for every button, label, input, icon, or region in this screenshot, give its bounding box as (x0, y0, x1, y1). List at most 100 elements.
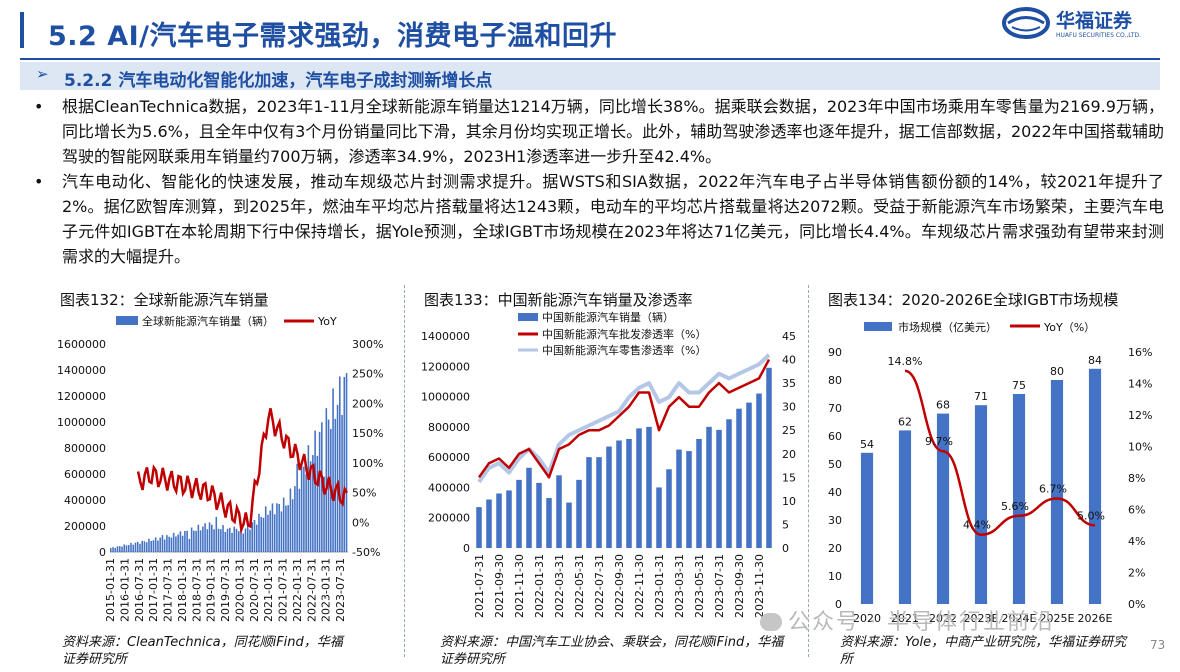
title-accent-bar (20, 12, 24, 48)
yoy-value-label: 5.0% (1077, 509, 1105, 522)
sales-bar (486, 499, 492, 548)
legend-label-retail: 中国新能源汽车零售渗透率（%） (542, 343, 706, 357)
sales-bar (296, 463, 298, 552)
sales-bar (646, 426, 652, 548)
sales-bar (253, 520, 256, 552)
sales-bar (264, 506, 267, 552)
sales-bar (161, 535, 164, 552)
x-tick: 2023-07-31 (334, 558, 347, 622)
y-tick-right: 50% (352, 487, 376, 500)
sales-bar (233, 526, 236, 552)
market-bar (974, 405, 988, 604)
sales-bar (260, 517, 263, 552)
sales-bar (287, 505, 289, 552)
y-tick-left: 400000 (64, 494, 106, 507)
sales-bar (576, 479, 582, 548)
yoy-line (136, 408, 348, 535)
sales-bar (526, 467, 532, 548)
sales-bar (118, 546, 121, 552)
sales-bar (121, 546, 123, 552)
sales-bar (269, 510, 271, 552)
y-tick-right: 8% (1128, 472, 1145, 485)
yoy-line (904, 369, 1096, 536)
section-title: 5.2.2 汽车电动化智能化加速，汽车电子成封测新增长点 (64, 71, 493, 91)
sales-bar (516, 479, 522, 548)
x-tick: 2019-01-31 (205, 558, 218, 622)
sales-bar (285, 505, 287, 552)
y-tick-left: 80 (828, 374, 842, 387)
y-tick-right: 20 (782, 448, 796, 461)
sales-bar (190, 527, 193, 552)
sales-bar (536, 482, 542, 548)
y-tick-right: 0% (352, 516, 369, 529)
bar-value-label: 54 (860, 438, 874, 451)
legend-label-yoy: YoY (317, 315, 337, 328)
figure-separator (404, 285, 405, 657)
sales-bar (127, 545, 130, 552)
legend-swatch-sales (518, 313, 538, 321)
sales-bar (341, 414, 343, 552)
sales-bar (278, 503, 280, 552)
wechat-icon (760, 613, 782, 631)
chart-global-nev-sales: 全球新能源汽车销量（辆） YoY 1600000 1400000 1200000 1000… (57, 314, 383, 622)
sales-bar (231, 532, 233, 552)
y-tick-right: 0% (1128, 598, 1145, 611)
y-tick-right: 250% (352, 368, 383, 381)
y-tick-right: 12% (1128, 409, 1152, 422)
x-tick: 2021-07-31 (473, 554, 486, 618)
y-tick-left: 1400000 (421, 330, 470, 343)
y-tick-right: 35 (782, 377, 796, 390)
sales-bar (249, 529, 251, 552)
y-tick-left: 200000 (428, 512, 470, 525)
sales-bar (556, 475, 562, 548)
sales-bar (566, 502, 572, 548)
sales-bar (215, 516, 218, 552)
sales-bar (318, 431, 321, 552)
sales-bar (325, 408, 328, 552)
sales-bar (343, 376, 346, 552)
retail-penetration-line (477, 353, 771, 484)
sales-bar (656, 487, 662, 548)
sales-bar (150, 541, 152, 552)
bar-value-label: 62 (898, 415, 912, 428)
bullet-text: 汽车电动化、智能化的快速发展，推动车规级芯片封测需求提升。据WSTS和SIA数据… (62, 172, 1164, 266)
watermark-text: 公众号 · 半导体行业前沿 (788, 610, 1055, 635)
y-tick-right: 6% (1128, 504, 1145, 517)
sales-bar (134, 542, 137, 552)
yoy-value-label: 6.7% (1039, 482, 1067, 495)
sales-bar (244, 528, 247, 552)
sales-bar (157, 540, 159, 552)
sales-bar (110, 548, 112, 552)
sales-bar (756, 393, 762, 548)
sales-bar (726, 419, 732, 548)
title-bar: 5.2 AI/汽车电子需求强劲，消费电子温和回升 华福证券 HUAFU SECU… (0, 0, 1180, 60)
sales-bar (332, 388, 334, 552)
y-tick-right: 30 (782, 401, 796, 414)
sales-bar (307, 445, 310, 552)
y-tick-right: 16% (1128, 346, 1152, 359)
sales-bar (226, 528, 229, 552)
sales-bar (136, 541, 139, 552)
legend-swatch-sales (116, 316, 138, 325)
y-tick-left: 60 (828, 430, 842, 443)
y-tick-right: 15 (782, 471, 796, 484)
sales-bar (132, 544, 135, 552)
y-tick-right: 4% (1128, 535, 1145, 548)
sales-bar (130, 542, 132, 552)
sales-bar (229, 527, 231, 552)
figure-132-source: 资料来源：CleanTechnica，同花顺iFind，华福证券研究所 (62, 635, 343, 667)
bullet-dot-icon: • (34, 172, 44, 191)
y-tick-left: 40 (828, 486, 842, 499)
x-tick: 2023-03-31 (673, 554, 686, 618)
y-tick-right: 10% (1128, 441, 1152, 454)
sales-bar (289, 488, 292, 552)
y-tick-left: 1200000 (57, 390, 106, 403)
x-tick: 2022-11-30 (633, 554, 646, 618)
x-tick: 2022-09-30 (613, 554, 626, 618)
sales-bar (148, 538, 150, 552)
bar-value-label: 80 (1050, 365, 1064, 378)
y-tick-right: 45 (782, 330, 796, 343)
sales-bar (181, 535, 184, 552)
y-tick-left: 50 (828, 458, 842, 471)
y-tick-left: 20 (828, 542, 842, 555)
